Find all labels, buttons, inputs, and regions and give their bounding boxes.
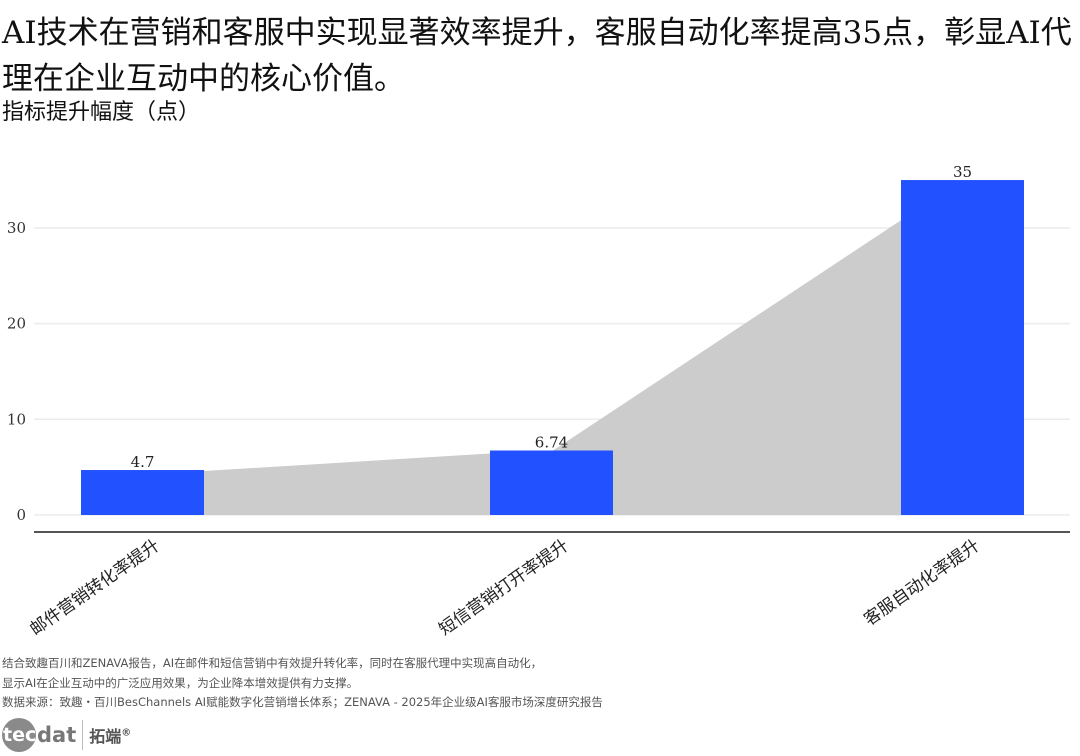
footnote-line-2: 显示AI在企业互动中的广泛应用效果，为企业降本增效提供有力支撑。 (2, 676, 359, 690)
x-category-label: 短信营销打开率提升 (436, 536, 573, 640)
tecdat-logo: tec dat 拓端® (2, 716, 131, 754)
registered-mark: ® (121, 727, 132, 739)
logo-cn-label: 拓端 (89, 727, 122, 746)
bar-value-label: 6.74 (535, 433, 568, 451)
bars: 4.7 6.74 35 (81, 163, 1024, 516)
bar-value-label: 35 (953, 163, 972, 181)
bar-chart: 4.7 6.74 35 0 10 20 30 邮件营销转化率提升 短信营销打开率提升 客服自动… (7, 163, 1070, 640)
logo-text: dat (37, 723, 77, 747)
chart-title: AI技术在营销和客服中实现显著效率提升，客服自动化率提高35点，彰显AI代理在企… (2, 15, 1072, 97)
y-tick-label: 30 (7, 219, 26, 237)
logo-divider (82, 720, 84, 750)
chart-subtitle: 指标提升幅度（点） (2, 100, 201, 125)
x-category-label: 客服自动化率提升 (860, 536, 983, 630)
y-axis-ticks: 0 10 20 30 (7, 219, 26, 524)
x-category-label: 邮件营销转化率提升 (27, 536, 164, 640)
connectors (204, 220, 901, 515)
data-source: 数据来源：致趣・百川BesChannels AI赋能数字化营销增长体系；ZENA… (2, 695, 603, 709)
connector-band (553, 220, 901, 515)
y-tick-label: 0 (16, 506, 26, 524)
logo-circle: tec (2, 718, 36, 752)
logo-cn-text: 拓端® (89, 723, 131, 747)
bar (901, 180, 1024, 516)
footnote-line-1: 结合致趣百川和ZENAVA报告，AI在邮件和短信营销中有效提升转化率，同时在客服… (2, 656, 543, 670)
x-axis-labels: 邮件营销转化率提升 短信营销打开率提升 客服自动化率提升 (27, 536, 984, 640)
connector-band (204, 453, 490, 515)
bar (490, 450, 613, 515)
bar-value-label: 4.7 (131, 453, 155, 471)
y-tick-label: 10 (7, 410, 26, 428)
y-tick-label: 20 (7, 315, 26, 333)
bar (81, 470, 204, 515)
